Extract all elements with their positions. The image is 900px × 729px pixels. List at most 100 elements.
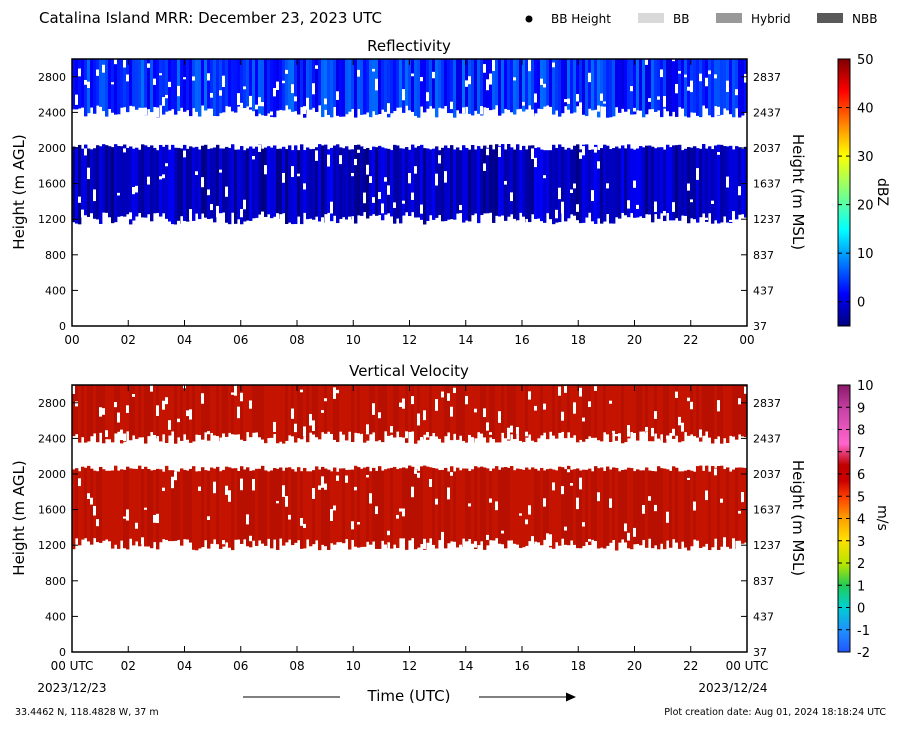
echo-gap	[111, 82, 114, 85]
echo-column	[729, 59, 733, 115]
echo-column	[465, 147, 469, 221]
echo-gap	[285, 496, 288, 507]
echo-gap	[300, 518, 303, 526]
echo-gap	[222, 539, 225, 545]
echo-column	[492, 385, 496, 440]
echo-column	[321, 385, 325, 433]
echo-column	[75, 147, 79, 224]
echo-gap	[675, 83, 678, 94]
echo-column	[312, 385, 316, 435]
echo-column	[183, 469, 187, 540]
echo-gap	[78, 196, 81, 203]
echo-column	[171, 59, 175, 110]
echo-column	[645, 385, 649, 432]
echo-column	[417, 146, 421, 218]
echo-column	[678, 471, 682, 549]
echo-column	[84, 467, 88, 539]
echo-column	[207, 385, 211, 441]
echo-column	[135, 59, 139, 110]
echo-column	[723, 59, 727, 109]
echo-column	[399, 468, 403, 539]
echo-column	[363, 385, 367, 443]
echo-column	[120, 469, 124, 541]
echo-gap	[234, 385, 237, 396]
echo-column	[525, 385, 529, 438]
echo-column	[729, 385, 733, 436]
echo-gap	[486, 534, 489, 540]
echo-gap	[354, 486, 357, 491]
echo-column	[576, 144, 580, 221]
echo-column	[138, 385, 142, 438]
echo-column	[153, 147, 157, 214]
echo-column	[393, 144, 397, 224]
echo-gap	[87, 167, 90, 180]
echo-column	[633, 471, 637, 545]
echo-gap	[216, 205, 219, 218]
echo-column	[360, 59, 364, 115]
echo-column	[327, 149, 331, 213]
echo-column	[435, 59, 439, 118]
echo-column	[195, 146, 199, 214]
echo-column	[351, 469, 355, 540]
echo-column	[414, 59, 418, 116]
echo-column	[456, 147, 460, 214]
echo-gap	[522, 216, 525, 224]
echo-column	[702, 470, 706, 547]
echo-column	[165, 385, 169, 444]
echo-column	[480, 148, 484, 216]
echo-gap	[312, 83, 315, 95]
echo-column	[606, 466, 610, 546]
echo-gap	[291, 408, 294, 419]
echo-gap	[282, 485, 285, 497]
echo-gap	[528, 59, 531, 72]
echo-column	[207, 148, 211, 220]
echo-column	[426, 385, 430, 440]
echo-column	[561, 467, 565, 539]
echo-gap	[183, 77, 186, 80]
echo-column	[360, 468, 364, 547]
echo-column	[306, 385, 310, 443]
echo-column	[708, 385, 712, 438]
echo-column	[222, 469, 226, 547]
echo-column	[660, 59, 664, 118]
colorbar-tick-label: 9	[857, 401, 865, 416]
echo-column	[453, 59, 457, 118]
y-tick-label-right: 1237	[753, 539, 781, 552]
echo-gap	[114, 59, 117, 65]
echo-column	[318, 59, 322, 106]
echo-column	[423, 465, 427, 550]
echo-gap	[609, 400, 612, 404]
echo-gap	[453, 387, 456, 394]
echo-gap	[567, 469, 570, 473]
echo-gap	[240, 208, 243, 218]
echo-gap	[654, 201, 657, 212]
echo-gap	[315, 150, 318, 161]
legend-bb-swatch	[638, 13, 664, 23]
echo-column	[105, 470, 109, 540]
echo-column	[642, 385, 646, 433]
echo-column	[711, 465, 715, 548]
echo-gap	[549, 106, 552, 119]
echo-gap	[468, 76, 471, 85]
echo-gap	[336, 389, 339, 394]
echo-gap	[132, 394, 135, 397]
echo-column	[285, 149, 289, 224]
echo-column	[375, 385, 379, 442]
echo-column	[228, 59, 232, 107]
echo-column	[441, 385, 445, 443]
echo-column	[261, 465, 265, 544]
echo-gap	[357, 521, 360, 525]
echo-column	[516, 59, 520, 110]
echo-column	[591, 149, 595, 222]
echo-column	[669, 147, 673, 221]
echo-column	[276, 385, 280, 444]
echo-column	[294, 385, 298, 443]
y-tick-label-right: 2837	[753, 397, 781, 410]
echo-column	[678, 144, 682, 221]
echo-column	[117, 59, 121, 115]
echo-column	[126, 147, 130, 215]
echo-column	[417, 59, 421, 118]
echo-column	[729, 145, 733, 224]
echo-gap	[540, 78, 543, 85]
echo-column	[660, 385, 664, 435]
